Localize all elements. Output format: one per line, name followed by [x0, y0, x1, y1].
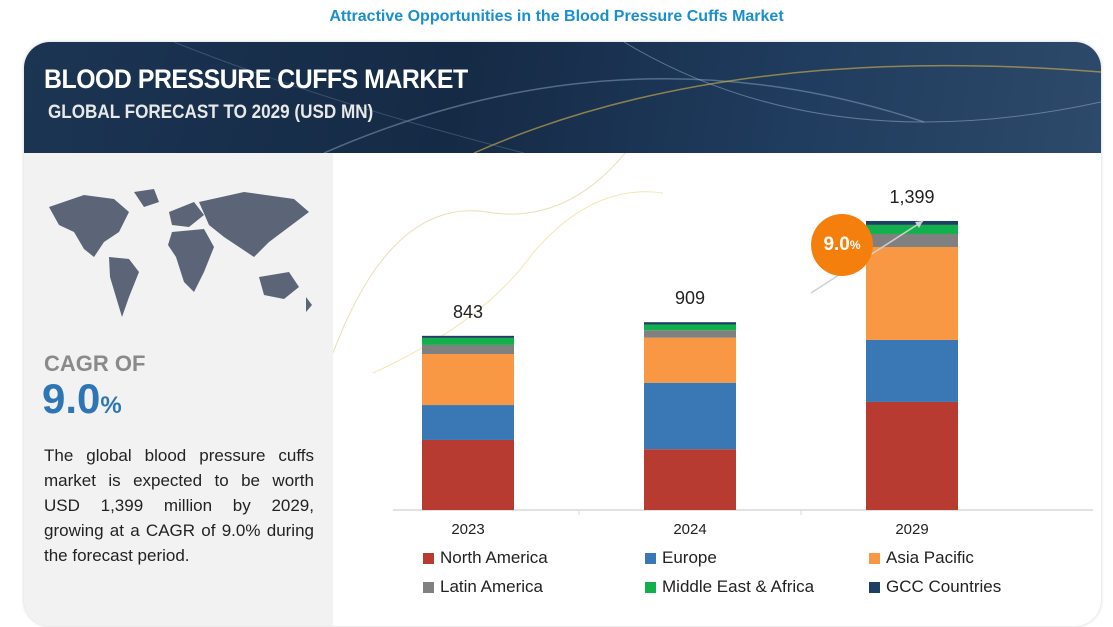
legend-swatch	[869, 581, 880, 593]
cagr-number: 9.0	[42, 375, 101, 422]
legend-label: Europe	[662, 548, 717, 567]
bar-segment-asia-pacific-2029	[866, 246, 958, 340]
bar-segment-latin-america-2023	[422, 344, 514, 355]
total-label-2023: 843	[453, 302, 483, 322]
page-title: Attractive Opportunities in the Blood Pr…	[329, 8, 784, 25]
legend-swatch	[423, 552, 434, 564]
bar-segment-north-america-2023	[422, 439, 514, 510]
legend-swatch	[645, 581, 656, 593]
cagr-bubble: 9.0%	[811, 214, 873, 276]
summary-panel: CAGR OF 9.0% The global blood pressure c…	[24, 153, 333, 626]
bar-segment-europe-2023	[422, 405, 514, 440]
bar-segment-north-america-2029	[866, 401, 958, 510]
bar-segment-gcc-countries-2029	[866, 220, 958, 225]
bar-segment-middle-east-africa-2023	[422, 337, 514, 345]
x-tick-label-2029: 2029	[895, 521, 928, 538]
bar-segment-europe-2029	[866, 339, 958, 402]
legend-label: Latin America	[440, 577, 543, 596]
x-tick-label-2023: 2023	[451, 521, 484, 538]
legend-item-europe: Europe	[645, 548, 717, 568]
bar-segment-latin-america-2029	[866, 233, 958, 247]
legend-item-north-america: North America	[423, 548, 548, 568]
legend-swatch	[423, 581, 434, 593]
legend-swatch	[645, 552, 656, 564]
total-label-2029: 1,399	[889, 187, 934, 207]
market-description: The global blood pressure cuffs market i…	[44, 446, 314, 565]
cagr-value: 9.0%	[42, 375, 122, 423]
legend-item-gcc-countries: GCC Countries	[869, 577, 1001, 597]
legend-label: Middle East & Africa	[662, 577, 815, 596]
total-label-2024: 909	[675, 288, 705, 308]
bar-segment-gcc-countries-2024	[644, 322, 736, 325]
banner: BLOOD PRESSURE CUFFS MARKET GLOBAL FOREC…	[24, 42, 1101, 153]
world-map-icon	[49, 189, 312, 317]
bar-segment-latin-america-2024	[644, 330, 736, 338]
banner-title: BLOOD PRESSURE CUFFS MARKET	[44, 64, 468, 94]
bar-segment-europe-2024	[644, 382, 736, 450]
legend-swatch	[869, 552, 880, 564]
legend-label: Asia Pacific	[886, 548, 974, 567]
cagr-label: CAGR OF	[44, 351, 146, 376]
stacked-bar-chart: 843 2023 909 2024 1,399 2029	[332, 142, 1093, 538]
cagr-unit: %	[100, 392, 122, 419]
banner-subtitle: GLOBAL FORECAST TO 2029 (USD MN)	[48, 102, 374, 123]
bar-segment-middle-east-africa-2024	[644, 324, 736, 331]
legend-item-latin-america: Latin America	[423, 577, 543, 597]
banner-decoration	[173, 42, 1101, 153]
bubble-unit: %	[849, 238, 861, 252]
chart-area: 843 2023 909 2024 1,399 2029	[332, 142, 1101, 626]
bar-segment-gcc-countries-2023	[422, 335, 514, 338]
legend-item-asia-pacific: Asia Pacific	[869, 548, 974, 568]
legend-label: GCC Countries	[886, 577, 1002, 596]
legend-item-middle-east-africa: Middle East & Africa	[645, 577, 814, 597]
bar-segment-middle-east-africa-2029	[866, 224, 958, 234]
legend-label: North America	[440, 548, 548, 567]
x-tick-label-2024: 2024	[673, 521, 706, 538]
bubble-value: 9.0	[823, 234, 850, 255]
growth-arrow-head	[915, 221, 923, 228]
bar-segment-north-america-2024	[644, 449, 736, 510]
infographic-card: BLOOD PRESSURE CUFFS MARKET GLOBAL FOREC…	[24, 42, 1101, 626]
bar-segment-asia-pacific-2023	[422, 354, 514, 406]
bar-segment-asia-pacific-2024	[644, 337, 736, 383]
